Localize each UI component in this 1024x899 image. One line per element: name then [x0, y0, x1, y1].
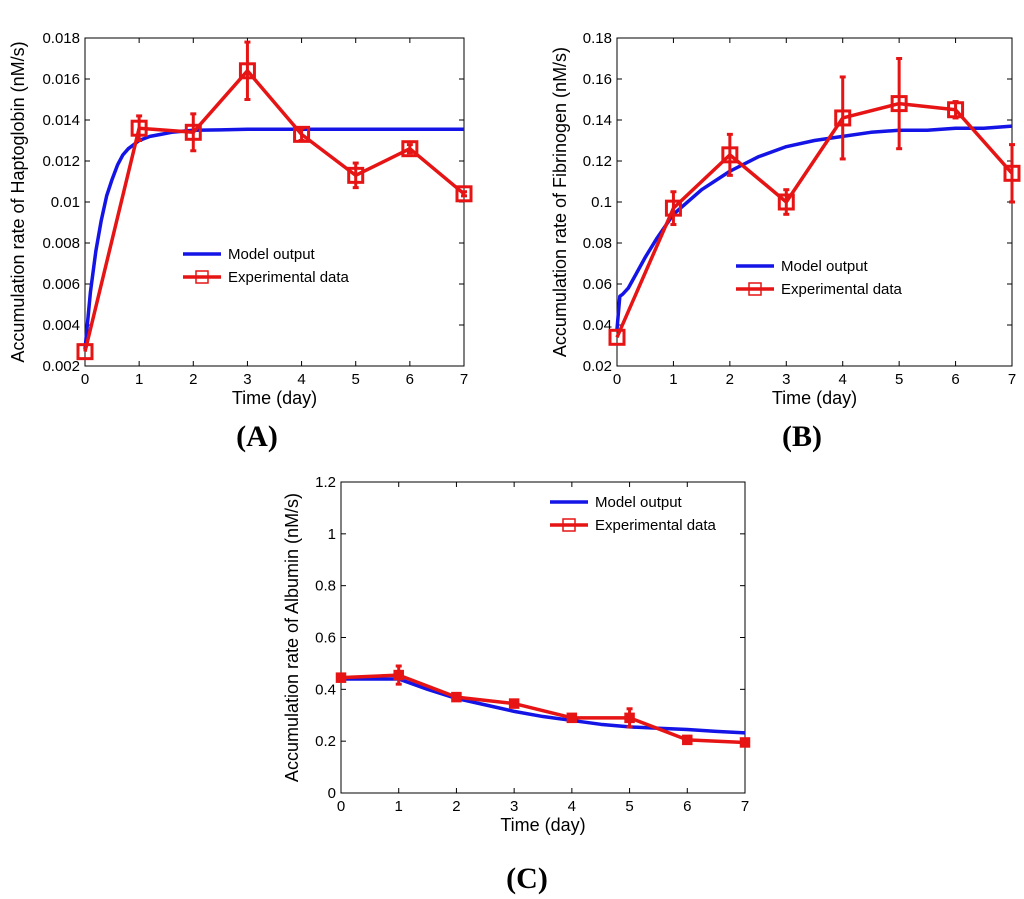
data-point-marker [608, 328, 626, 346]
y-tick-label: 0.012 [42, 153, 80, 170]
y-tick-label: 0.2 [315, 733, 336, 750]
y-tick-label: 0.18 [583, 30, 612, 47]
y-tick-label: 0.02 [583, 358, 612, 375]
y-tick-label: 0 [328, 785, 336, 802]
legend-label-model: Model output [595, 494, 683, 511]
y-tick-label: 0.002 [42, 358, 80, 375]
x-tick-label: 3 [510, 798, 518, 815]
data-point-marker [739, 737, 751, 748]
data-point-marker [455, 185, 473, 203]
data-point-marker [890, 95, 908, 113]
y-axis-label: Accumulation rate of Albumin (nM/s) [282, 493, 302, 782]
x-tick-label: 5 [352, 371, 360, 388]
x-tick-label: 3 [243, 371, 251, 388]
x-tick-label: 1 [135, 371, 143, 388]
legend-marker [195, 270, 209, 284]
y-tick-label: 0.4 [315, 681, 336, 698]
data-point-marker [566, 712, 578, 724]
data-point-marker [393, 669, 404, 681]
legend-label-experimental: Experimental data [781, 281, 903, 298]
data-point-marker [184, 123, 202, 141]
x-tick-label: 5 [895, 371, 903, 388]
y-tick-label: 0.04 [583, 317, 612, 334]
x-tick-label: 5 [625, 798, 633, 815]
legend-label-experimental: Experimental data [228, 269, 350, 286]
panel-label: (C) [506, 862, 548, 895]
x-axis-label: Time (day) [500, 815, 585, 835]
series-line-experimental [615, 101, 1014, 339]
series-line-experimental [83, 69, 466, 353]
data-point-marker [664, 199, 682, 217]
legend-marker [562, 518, 576, 532]
data-point-marker [76, 343, 94, 361]
legend-label-experimental: Experimental data [595, 517, 717, 534]
data-point-marker [238, 62, 256, 80]
data-point-marker [1003, 164, 1021, 182]
legend-label-model: Model output [781, 258, 869, 275]
data-point-marker [947, 101, 965, 119]
data-point-marker [451, 691, 462, 703]
y-tick-label: 0.006 [42, 276, 80, 293]
data-point-marker [130, 119, 148, 137]
x-tick-label: 0 [337, 798, 345, 815]
y-tick-label: 0.8 [315, 578, 336, 595]
x-tick-label: 7 [1008, 371, 1016, 388]
data-point-marker [335, 672, 347, 683]
x-tick-label: 7 [460, 371, 468, 388]
y-tick-label: 0.6 [315, 630, 336, 647]
y-tick-label: 0.1 [591, 194, 612, 211]
panel-label: (B) [782, 420, 822, 453]
x-tick-label: 7 [741, 798, 749, 815]
data-point-marker [777, 193, 795, 211]
x-tick-label: 6 [683, 798, 691, 815]
x-tick-label: 2 [726, 371, 734, 388]
y-tick-label: 0.14 [583, 112, 612, 129]
y-tick-label: 0.018 [42, 30, 80, 47]
data-point-marker [508, 698, 520, 709]
x-tick-label: 2 [189, 371, 197, 388]
series-line-experimental [340, 673, 746, 745]
x-tick-label: 4 [839, 371, 847, 388]
x-tick-label: 4 [568, 798, 576, 815]
x-tick-label: 3 [782, 371, 790, 388]
y-axis-label: Accumulation rate of Haptoglobin (nM/s) [8, 41, 28, 362]
y-tick-label: 0.06 [583, 276, 612, 293]
y-tick-label: 0.016 [42, 71, 80, 88]
y-tick-label: 0.008 [42, 235, 80, 252]
legend-marker [748, 282, 762, 296]
x-tick-label: 6 [951, 371, 959, 388]
plot-frame-0 [84, 37, 465, 367]
data-point-marker [293, 125, 311, 143]
y-tick-label: 0.01 [51, 194, 80, 211]
x-tick-label: 1 [395, 798, 403, 815]
x-axis-label: Time (day) [772, 388, 857, 408]
data-point-marker [721, 146, 739, 164]
series-line-model [341, 677, 746, 735]
y-tick-label: 0.16 [583, 71, 612, 88]
x-tick-label: 1 [669, 371, 677, 388]
data-point-marker [347, 166, 365, 184]
x-tick-label: 0 [81, 371, 89, 388]
panel-label: (A) [236, 420, 278, 453]
y-tick-label: 0.12 [583, 153, 612, 170]
series-line-model [83, 127, 464, 350]
data-point-marker [834, 109, 852, 127]
data-point-marker [682, 734, 693, 746]
series-line-model [615, 124, 1013, 330]
y-tick-label: 0.004 [42, 317, 80, 334]
y-tick-label: 1.2 [315, 474, 336, 491]
x-tick-label: 0 [613, 371, 621, 388]
x-tick-label: 4 [297, 371, 305, 388]
data-point-marker [624, 712, 635, 724]
y-tick-label: 0.08 [583, 235, 612, 252]
y-tick-label: 0.014 [42, 112, 80, 129]
legend-label-model: Model output [228, 246, 316, 263]
data-point-marker [401, 140, 419, 158]
x-tick-label: 2 [452, 798, 460, 815]
x-tick-label: 6 [406, 371, 414, 388]
y-axis-label: Accumulation rate of Fibrinogen (nM/s) [550, 47, 570, 357]
x-axis-label: Time (day) [232, 388, 317, 408]
y-tick-label: 1 [328, 526, 336, 543]
